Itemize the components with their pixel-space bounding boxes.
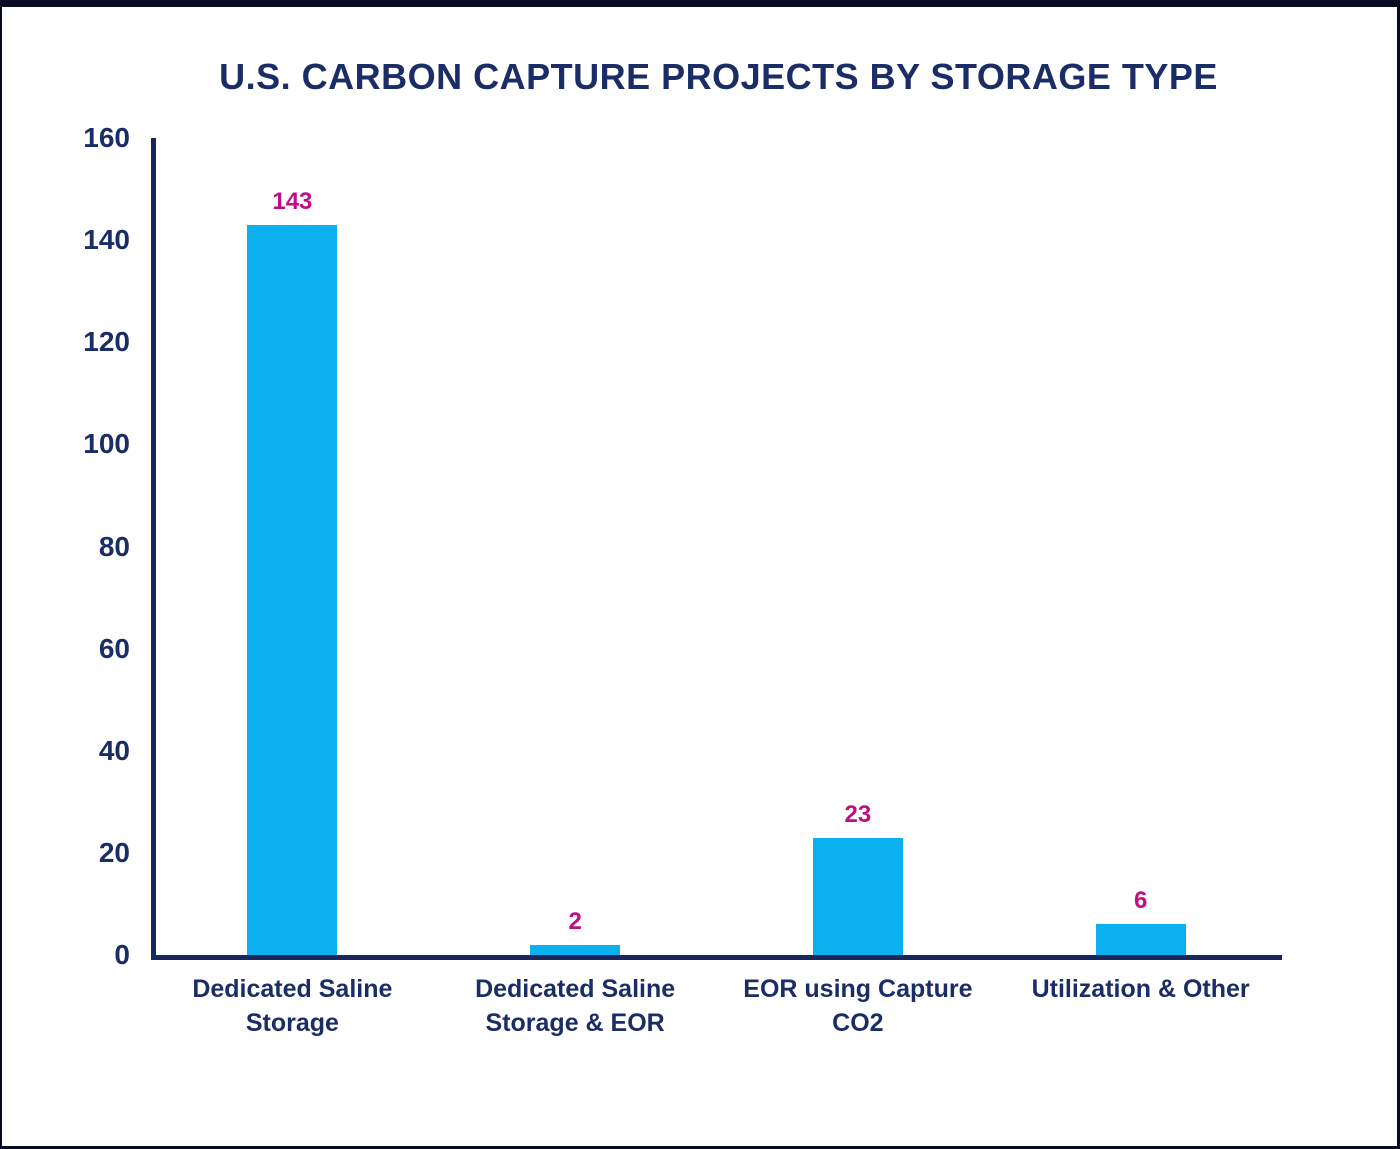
bar — [247, 224, 338, 955]
y-tick-label: 20 — [98, 836, 130, 868]
bar-value-label: 23 — [844, 800, 872, 828]
category-label: Dedicated Saline Storage — [192, 975, 393, 1037]
y-tick-label: 120 — [83, 326, 130, 358]
x-axis-line — [151, 955, 1282, 960]
category-label: Utilization & Other — [1031, 975, 1250, 1003]
y-axis-line — [151, 138, 156, 960]
y-tick-label: 80 — [98, 530, 130, 562]
category-label: Dedicated Saline Storage & EOR — [475, 975, 676, 1037]
y-tick-label: 60 — [98, 632, 130, 664]
y-tick-label: 100 — [83, 428, 130, 460]
y-tick-label: 0 — [114, 939, 130, 970]
bar — [812, 837, 903, 955]
category-label: EOR using Capture CO2 — [743, 975, 973, 1037]
bar-value-label: 2 — [568, 907, 582, 935]
y-tick-label: 140 — [83, 224, 130, 256]
bar — [1095, 924, 1186, 955]
bar — [530, 944, 621, 955]
chart-title: U.S. CARBON CAPTURE PROJECTS BY STORAGE … — [219, 56, 1218, 97]
y-tick-label: 160 — [83, 122, 130, 153]
bar-value-label: 143 — [272, 187, 313, 215]
y-tick-label: 40 — [98, 734, 130, 766]
bar-value-label: 6 — [1133, 887, 1148, 915]
